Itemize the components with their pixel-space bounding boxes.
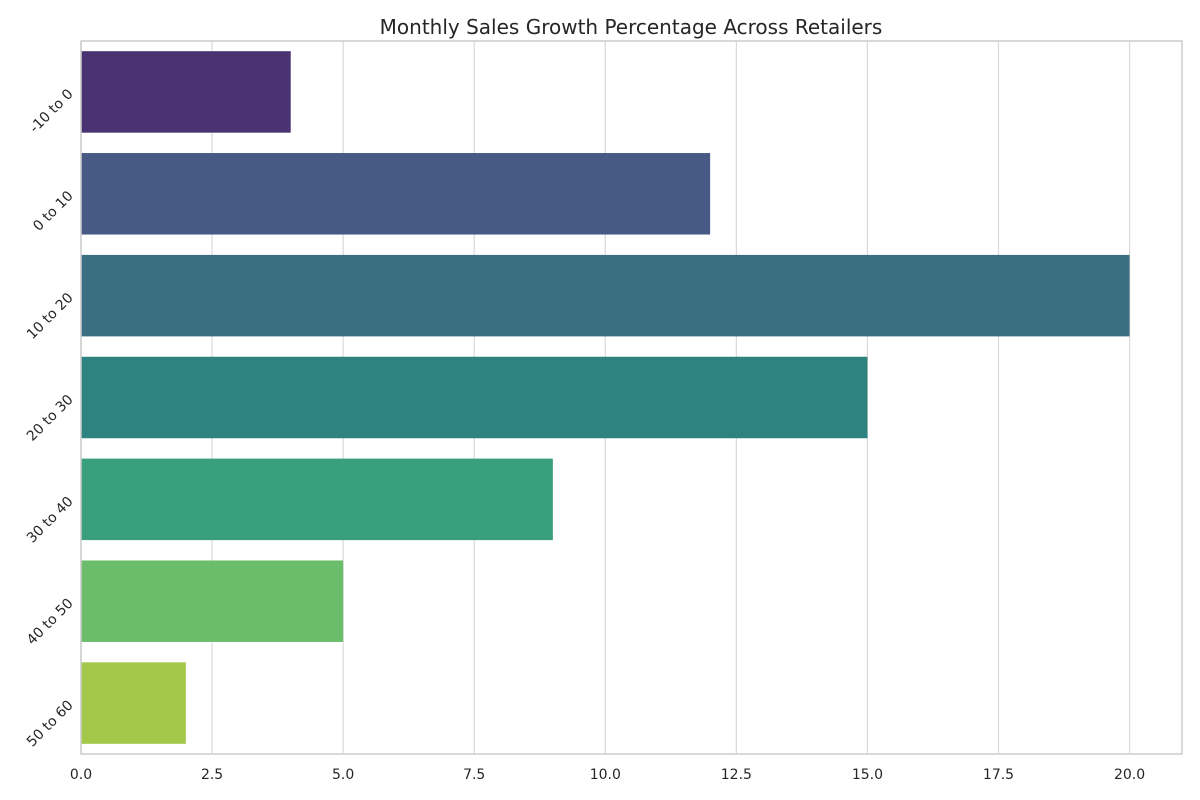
y-tick-label: 0 to 10 xyxy=(30,188,76,234)
bar xyxy=(81,560,344,642)
x-tick-label: 7.5 xyxy=(463,767,485,783)
x-tick-label: 10.0 xyxy=(590,767,621,783)
y-tick-label: -10 to 0 xyxy=(27,86,77,136)
x-tick-label: 5.0 xyxy=(332,767,354,783)
x-tick-label: 12.5 xyxy=(721,767,752,783)
x-axis-ticks: 0.0 2.5 5.0 7.5 10.0 12.5 15.0 17.5 20.0 xyxy=(70,767,1145,783)
bar xyxy=(81,254,1130,337)
plot-frame xyxy=(80,40,1183,755)
y-axis-ticks: -10 to 0 0 to 10 10 to 20 20 to 30 30 to 40 4… xyxy=(24,86,77,750)
axes-frame xyxy=(80,40,1183,755)
y-tick-label: 40 to 50 xyxy=(24,596,77,649)
y-tick-label: 10 to 20 xyxy=(24,290,77,343)
bars xyxy=(81,51,1130,744)
x-tick-label: 0.0 xyxy=(70,767,92,783)
bar xyxy=(81,51,291,133)
x-tick-label: 15.0 xyxy=(852,767,883,783)
y-tick-label: 30 to 40 xyxy=(24,494,77,547)
bar xyxy=(81,356,868,439)
bar xyxy=(81,153,711,235)
x-tick-label: 20.0 xyxy=(1114,767,1145,783)
bar xyxy=(81,458,553,541)
x-tick-label: 17.5 xyxy=(983,767,1014,783)
chart-title: Monthly Sales Growth Percentage Across R… xyxy=(380,15,883,39)
y-tick-label: 50 to 60 xyxy=(24,697,77,750)
bar xyxy=(81,662,186,744)
y-tick-label: 20 to 30 xyxy=(24,392,77,445)
x-tick-label: 2.5 xyxy=(201,767,223,783)
